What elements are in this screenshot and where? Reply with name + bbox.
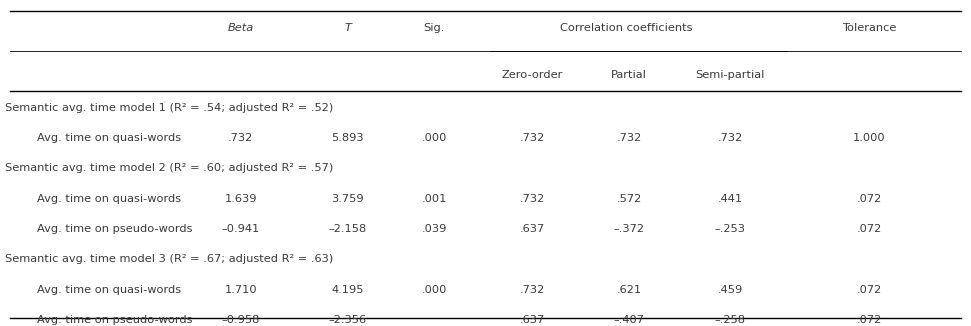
Text: Semi-partial: Semi-partial [695, 70, 765, 80]
Text: Semantic avg. time model 2 (R² = .60; adjusted R² = .57): Semantic avg. time model 2 (R² = .60; ad… [5, 163, 333, 173]
Text: Avg. time on pseudo-words: Avg. time on pseudo-words [37, 315, 192, 325]
Text: Avg. time on quasi-words: Avg. time on quasi-words [37, 133, 181, 143]
Text: Correlation coefficients: Correlation coefficients [560, 23, 692, 33]
Text: .039: .039 [421, 224, 447, 234]
Text: .732: .732 [519, 133, 545, 143]
Text: .459: .459 [718, 285, 743, 295]
Text: –0.958: –0.958 [221, 315, 260, 325]
Text: .072: .072 [856, 224, 882, 234]
Text: .072: .072 [856, 194, 882, 204]
Text: .001: .001 [421, 194, 447, 204]
Text: .000: .000 [421, 133, 447, 143]
Text: Beta: Beta [227, 23, 254, 33]
Text: .621: .621 [617, 285, 642, 295]
Text: –2.356: –2.356 [328, 315, 367, 325]
Text: –2.158: –2.158 [328, 224, 367, 234]
Text: Semantic avg. time model 3 (R² = .67; adjusted R² = .63): Semantic avg. time model 3 (R² = .67; ad… [5, 254, 333, 264]
Text: 3.759: 3.759 [331, 194, 364, 204]
Text: –.253: –.253 [715, 224, 746, 234]
Text: .732: .732 [617, 133, 642, 143]
Text: Partial: Partial [612, 70, 647, 80]
Text: .637: .637 [519, 224, 545, 234]
Text: Zero-order: Zero-order [501, 70, 563, 80]
Text: Avg. time on pseudo-words: Avg. time on pseudo-words [37, 224, 192, 234]
Text: .000: .000 [421, 285, 447, 295]
Text: .572: .572 [617, 194, 642, 204]
Text: .072: .072 [856, 285, 882, 295]
Text: 1.000: 1.000 [853, 133, 886, 143]
Text: –.372: –.372 [614, 224, 645, 234]
Text: Sig.: Sig. [423, 23, 445, 33]
Text: 1.639: 1.639 [224, 194, 257, 204]
Text: 5.893: 5.893 [331, 133, 364, 143]
Text: 4.195: 4.195 [331, 285, 364, 295]
Text: Tolerance: Tolerance [842, 23, 896, 33]
Text: Avg. time on quasi-words: Avg. time on quasi-words [37, 285, 181, 295]
Text: .732: .732 [519, 285, 545, 295]
Text: –0.941: –0.941 [221, 224, 260, 234]
Text: –.407: –.407 [614, 315, 645, 325]
Text: 1.710: 1.710 [224, 285, 257, 295]
Text: –.258: –.258 [715, 315, 746, 325]
Text: .072: .072 [856, 315, 882, 325]
Text: Avg. time on quasi-words: Avg. time on quasi-words [37, 194, 181, 204]
Text: .732: .732 [519, 194, 545, 204]
Text: .732: .732 [228, 133, 253, 143]
Text: .637: .637 [519, 315, 545, 325]
Text: .732: .732 [718, 133, 743, 143]
Text: .441: .441 [718, 194, 743, 204]
Text: Semantic avg. time model 1 (R² = .54; adjusted R² = .52): Semantic avg. time model 1 (R² = .54; ad… [5, 103, 333, 113]
Text: T: T [344, 23, 352, 33]
